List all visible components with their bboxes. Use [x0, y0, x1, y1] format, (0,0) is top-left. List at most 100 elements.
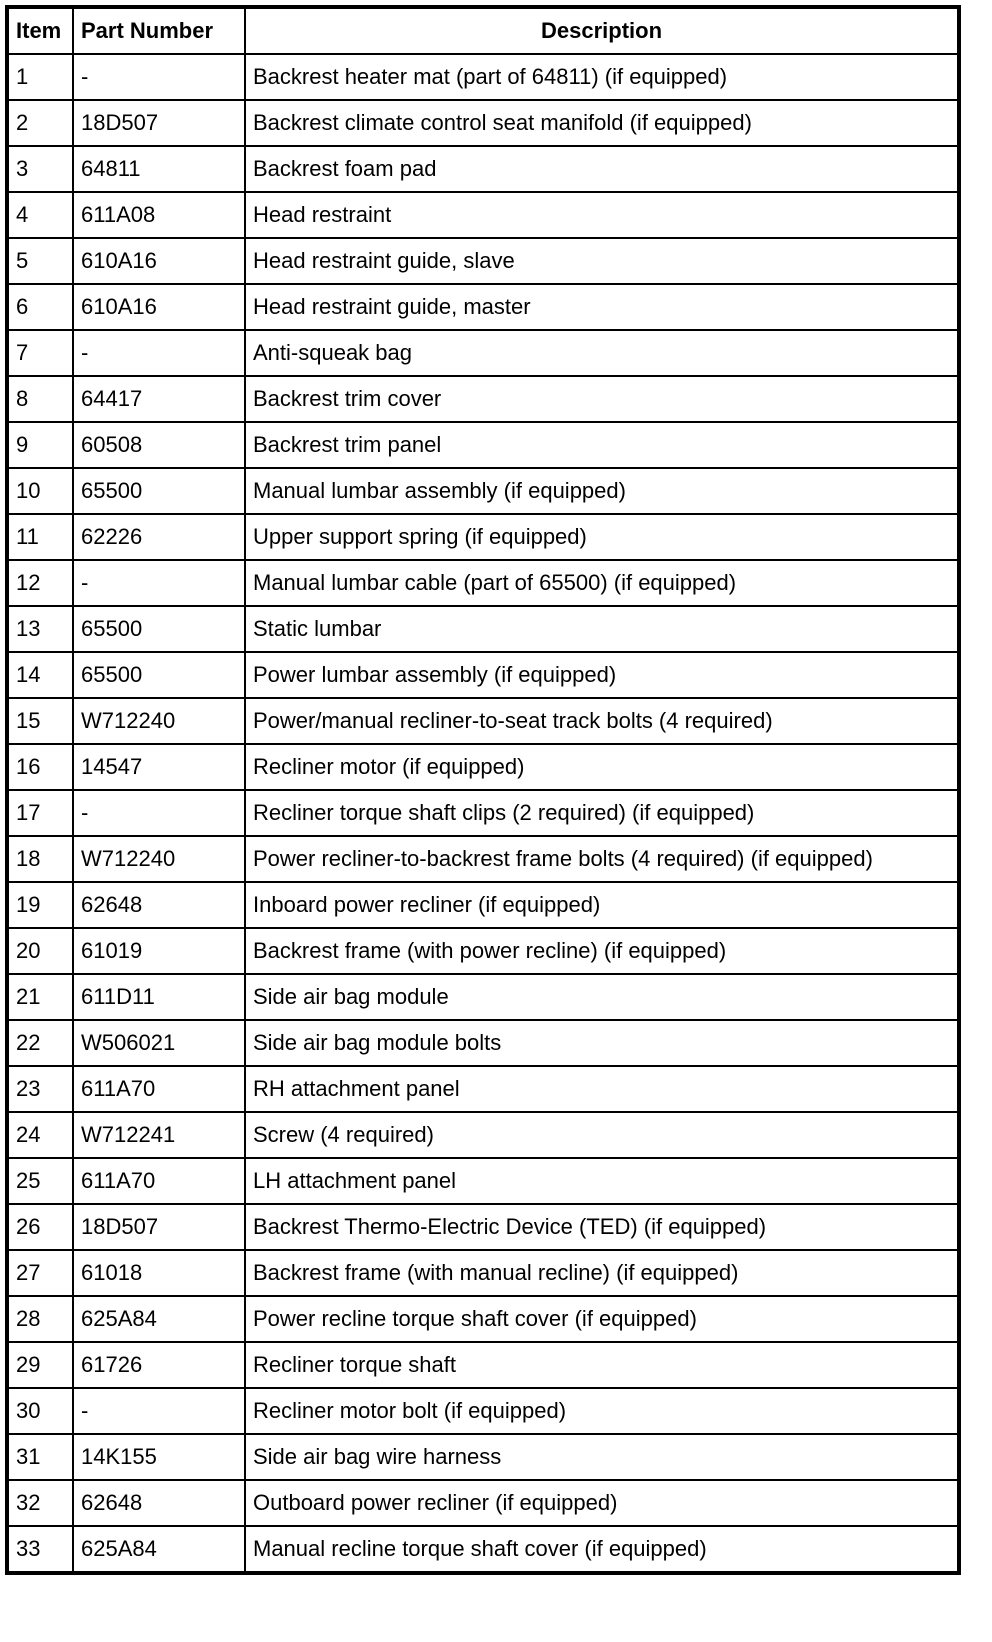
- cell-item: 11: [6, 513, 74, 561]
- parts-table: Item Part Number Description 1- Backrest …: [5, 5, 961, 1575]
- cell-description: Backrest Thermo-Electric Device (TED) (i…: [244, 1203, 960, 1251]
- cell-part-number: 62648: [72, 1479, 246, 1527]
- cell-part-number: 62226: [72, 513, 246, 561]
- header-row: Item Part Number Description: [6, 6, 960, 55]
- table-row: 25 611A70 LH attachment panel: [6, 1157, 960, 1205]
- table-row: 15 W712240 Power/manual recliner-to-seat t…: [6, 697, 960, 745]
- cell-item: 21: [6, 973, 74, 1021]
- cell-description: Recliner motor bolt (if equipped): [244, 1387, 960, 1435]
- table-row: 33 625A84 Manual recline torque shaft cove…: [6, 1525, 960, 1574]
- cell-item: 8: [6, 375, 74, 423]
- table-row: 30- Recliner motor bolt (if equipped): [6, 1387, 960, 1435]
- cell-description: Screw (4 required): [244, 1111, 960, 1159]
- cell-part-number: 65500: [72, 467, 246, 515]
- cell-description: LH attachment panel: [244, 1157, 960, 1205]
- table-row: 1- Backrest heater mat (part of 64811) (i…: [6, 53, 960, 101]
- table-body: 1- Backrest heater mat (part of 64811) (i…: [6, 53, 960, 1574]
- table-row: 8 64417 Backrest trim cover: [6, 375, 960, 423]
- cell-description: Outboard power recliner (if equipped): [244, 1479, 960, 1527]
- cell-item: 25: [6, 1157, 74, 1205]
- cell-item: 20: [6, 927, 74, 975]
- cell-description: Recliner torque shaft: [244, 1341, 960, 1389]
- cell-item: 3: [6, 145, 74, 193]
- cell-part-number: 611A70: [72, 1065, 246, 1113]
- table-row: 11 62226 Upper support spring (if equipped…: [6, 513, 960, 561]
- table-row: 5 610A16 Head restraint guide, slave: [6, 237, 960, 285]
- cell-part-number: 61019: [72, 927, 246, 975]
- cell-part-number: 625A84: [72, 1525, 246, 1574]
- cell-description: Backrest trim cover: [244, 375, 960, 423]
- cell-item: 4: [6, 191, 74, 239]
- table-row: 2 18D507 Backrest climate control seat man…: [6, 99, 960, 147]
- cell-part-number: 18D507: [72, 99, 246, 147]
- cell-description: Recliner motor (if equipped): [244, 743, 960, 791]
- cell-description: Power recline torque shaft cover (if equ…: [244, 1295, 960, 1343]
- table-row: 6 610A16 Head restraint guide, master: [6, 283, 960, 331]
- cell-part-number: 64811: [72, 145, 246, 193]
- cell-item: 14: [6, 651, 74, 699]
- cell-description: Head restraint guide, slave: [244, 237, 960, 285]
- cell-item: 32: [6, 1479, 74, 1527]
- cell-item: 12: [6, 559, 74, 607]
- table-row: 20 61019 Backrest frame (with power reclin…: [6, 927, 960, 975]
- cell-item: 9: [6, 421, 74, 469]
- cell-item: 15: [6, 697, 74, 745]
- cell-part-number: 611A08: [72, 191, 246, 239]
- cell-part-number: 65500: [72, 605, 246, 653]
- cell-item: 17: [6, 789, 74, 837]
- cell-part-number: -: [72, 789, 246, 837]
- cell-description: Recliner torque shaft clips (2 required)…: [244, 789, 960, 837]
- cell-part-number: 65500: [72, 651, 246, 699]
- cell-item: 24: [6, 1111, 74, 1159]
- cell-description: Power recliner-to-backrest frame bolts (…: [244, 835, 960, 883]
- cell-part-number: 18D507: [72, 1203, 246, 1251]
- cell-description: Power lumbar assembly (if equipped): [244, 651, 960, 699]
- cell-item: 19: [6, 881, 74, 929]
- cell-description: Power/manual recliner-to-seat track bolt…: [244, 697, 960, 745]
- cell-description: Manual lumbar cable (part of 65500) (if …: [244, 559, 960, 607]
- cell-item: 7: [6, 329, 74, 377]
- cell-part-number: 625A84: [72, 1295, 246, 1343]
- cell-part-number: 610A16: [72, 237, 246, 285]
- cell-part-number: W506021: [72, 1019, 246, 1067]
- table-row: 13 65500 Static lumbar: [6, 605, 960, 653]
- cell-item: 16: [6, 743, 74, 791]
- table-row: 19 62648 Inboard power recliner (if equipp…: [6, 881, 960, 929]
- cell-part-number: W712240: [72, 697, 246, 745]
- header-description: Description: [244, 6, 960, 55]
- cell-part-number: -: [72, 1387, 246, 1435]
- table-row: 24 W712241 Screw (4 required): [6, 1111, 960, 1159]
- cell-part-number: -: [72, 53, 246, 101]
- cell-part-number: -: [72, 559, 246, 607]
- cell-description: Static lumbar: [244, 605, 960, 653]
- table-row: 22 W506021 Side air bag module bolts: [6, 1019, 960, 1067]
- cell-item: 26: [6, 1203, 74, 1251]
- table-row: 23 611A70 RH attachment panel: [6, 1065, 960, 1113]
- table-row: 12- Manual lumbar cable (part of 65500) (…: [6, 559, 960, 607]
- cell-item: 29: [6, 1341, 74, 1389]
- header-part-number: Part Number: [72, 6, 246, 55]
- table-row: 32 62648 Outboard power recliner (if equip…: [6, 1479, 960, 1527]
- cell-item: 23: [6, 1065, 74, 1113]
- cell-description: Side air bag module: [244, 973, 960, 1021]
- table-row: 26 18D507 Backrest Thermo-Electric Device …: [6, 1203, 960, 1251]
- cell-part-number: W712241: [72, 1111, 246, 1159]
- cell-part-number: -: [72, 329, 246, 377]
- cell-part-number: 61018: [72, 1249, 246, 1297]
- table-row: 28 625A84 Power recline torque shaft cover…: [6, 1295, 960, 1343]
- cell-item: 2: [6, 99, 74, 147]
- cell-item: 33: [6, 1525, 74, 1574]
- cell-description: Head restraint guide, master: [244, 283, 960, 331]
- cell-item: 27: [6, 1249, 74, 1297]
- cell-description: Upper support spring (if equipped): [244, 513, 960, 561]
- cell-description: Head restraint: [244, 191, 960, 239]
- cell-part-number: 610A16: [72, 283, 246, 331]
- table-row: 27 61018 Backrest frame (with manual recli…: [6, 1249, 960, 1297]
- cell-item: 22: [6, 1019, 74, 1067]
- table-row: 14 65500 Power lumbar assembly (if equippe…: [6, 651, 960, 699]
- cell-part-number: 611A70: [72, 1157, 246, 1205]
- cell-item: 30: [6, 1387, 74, 1435]
- cell-item: 28: [6, 1295, 74, 1343]
- cell-part-number: 61726: [72, 1341, 246, 1389]
- cell-description: Inboard power recliner (if equipped): [244, 881, 960, 929]
